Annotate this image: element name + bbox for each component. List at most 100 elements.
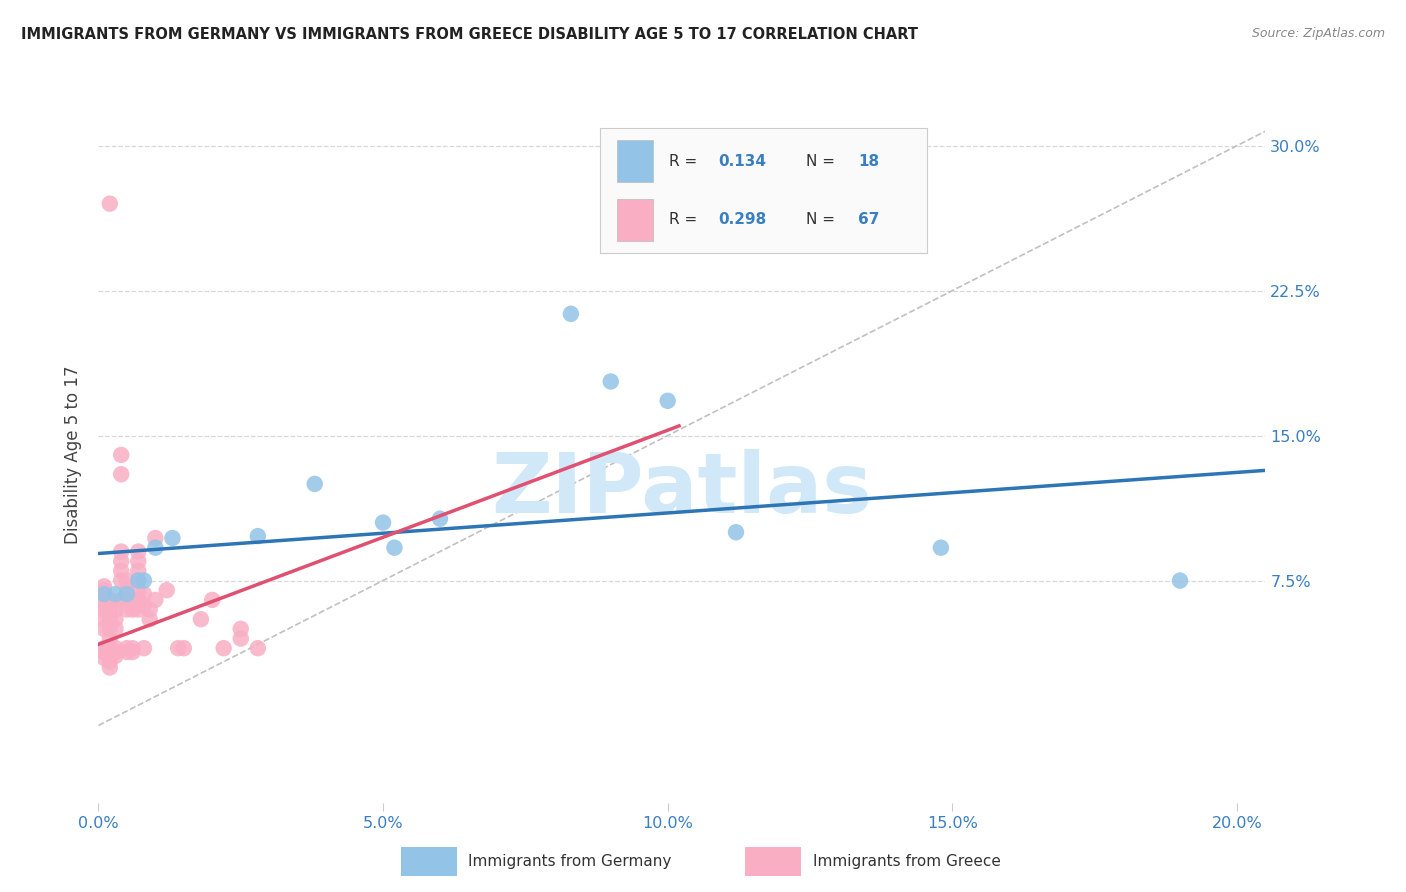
Point bbox=[121, 645, 143, 659]
Point bbox=[156, 583, 179, 598]
Point bbox=[115, 587, 138, 601]
Text: 0.134: 0.134 bbox=[718, 153, 766, 169]
Point bbox=[246, 641, 269, 656]
Point bbox=[127, 602, 149, 616]
Point bbox=[93, 612, 115, 626]
Point bbox=[127, 544, 149, 558]
Point bbox=[115, 592, 138, 607]
Point bbox=[384, 541, 406, 555]
Point bbox=[132, 641, 155, 656]
Point bbox=[110, 592, 132, 607]
Point bbox=[93, 579, 115, 593]
Point bbox=[93, 651, 115, 665]
Text: ZIPatlas: ZIPatlas bbox=[492, 450, 872, 530]
Point bbox=[929, 541, 952, 555]
Text: IMMIGRANTS FROM GERMANY VS IMMIGRANTS FROM GREECE DISABILITY AGE 5 TO 17 CORRELA: IMMIGRANTS FROM GERMANY VS IMMIGRANTS FR… bbox=[21, 27, 918, 42]
Text: 18: 18 bbox=[858, 153, 880, 169]
Point bbox=[110, 467, 132, 482]
Point bbox=[132, 599, 155, 613]
Point bbox=[132, 574, 155, 588]
Point bbox=[98, 592, 121, 607]
Point bbox=[132, 587, 155, 601]
Point bbox=[121, 592, 143, 607]
Point bbox=[104, 645, 127, 659]
Text: R =: R = bbox=[669, 153, 702, 169]
Point bbox=[104, 612, 127, 626]
Point bbox=[190, 612, 212, 626]
Point bbox=[138, 612, 160, 626]
Text: Source: ZipAtlas.com: Source: ZipAtlas.com bbox=[1251, 27, 1385, 40]
Point bbox=[110, 448, 132, 462]
Text: N =: N = bbox=[806, 212, 839, 227]
Point bbox=[98, 196, 121, 211]
FancyBboxPatch shape bbox=[617, 140, 652, 182]
FancyBboxPatch shape bbox=[617, 199, 652, 241]
Y-axis label: Disability Age 5 to 17: Disability Age 5 to 17 bbox=[65, 366, 83, 544]
Point bbox=[167, 641, 190, 656]
Point bbox=[115, 645, 138, 659]
Text: Immigrants from Greece: Immigrants from Greece bbox=[813, 855, 1001, 869]
Point bbox=[93, 583, 115, 598]
Point bbox=[724, 525, 747, 540]
Point bbox=[143, 592, 166, 607]
Point bbox=[127, 574, 149, 588]
Point bbox=[93, 602, 115, 616]
Point bbox=[212, 641, 235, 656]
Point bbox=[104, 602, 127, 616]
Point bbox=[98, 641, 121, 656]
Point bbox=[98, 622, 121, 636]
Point bbox=[121, 641, 143, 656]
Point bbox=[98, 602, 121, 616]
Point bbox=[304, 476, 326, 491]
Point bbox=[115, 641, 138, 656]
Text: R =: R = bbox=[669, 212, 702, 227]
Point bbox=[143, 541, 166, 555]
Point bbox=[127, 564, 149, 578]
Point bbox=[104, 641, 127, 656]
Point bbox=[93, 645, 115, 659]
Text: Immigrants from Germany: Immigrants from Germany bbox=[468, 855, 672, 869]
Point bbox=[93, 641, 115, 656]
Point bbox=[246, 529, 269, 543]
Text: 67: 67 bbox=[858, 212, 880, 227]
Point bbox=[110, 564, 132, 578]
Point bbox=[93, 599, 115, 613]
Point bbox=[115, 574, 138, 588]
Point bbox=[115, 602, 138, 616]
Point bbox=[229, 622, 252, 636]
Text: 0.298: 0.298 bbox=[718, 212, 766, 227]
Point bbox=[115, 583, 138, 598]
Point bbox=[98, 651, 121, 665]
Point bbox=[657, 393, 679, 408]
Text: N =: N = bbox=[806, 153, 839, 169]
Point bbox=[98, 612, 121, 626]
Point bbox=[162, 531, 184, 545]
Point bbox=[138, 602, 160, 616]
Point bbox=[201, 592, 224, 607]
Point bbox=[110, 554, 132, 568]
Point bbox=[98, 632, 121, 646]
Point bbox=[98, 645, 121, 659]
Point bbox=[104, 587, 127, 601]
Point bbox=[127, 592, 149, 607]
Point bbox=[371, 516, 394, 530]
Point bbox=[127, 583, 149, 598]
Point bbox=[121, 602, 143, 616]
Point bbox=[93, 592, 115, 607]
Point bbox=[1168, 574, 1191, 588]
Point bbox=[93, 587, 115, 601]
Point bbox=[173, 641, 195, 656]
Point bbox=[229, 632, 252, 646]
Point bbox=[110, 574, 132, 588]
Point bbox=[98, 660, 121, 674]
Point bbox=[98, 655, 121, 669]
Point bbox=[104, 648, 127, 663]
Point bbox=[429, 511, 451, 525]
Point bbox=[143, 531, 166, 545]
Point bbox=[93, 622, 115, 636]
Point bbox=[560, 307, 582, 321]
Point bbox=[127, 554, 149, 568]
Point bbox=[127, 574, 149, 588]
Point bbox=[599, 375, 621, 389]
Point bbox=[110, 544, 132, 558]
